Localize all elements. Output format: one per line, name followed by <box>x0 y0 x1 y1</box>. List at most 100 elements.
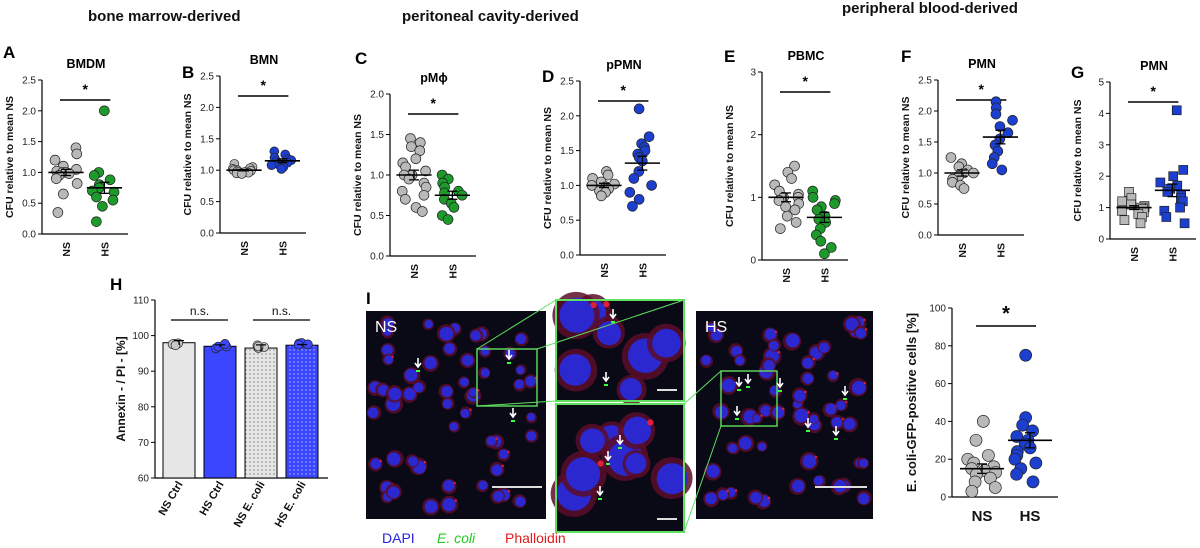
cell-nucleus <box>559 353 592 386</box>
data-point <box>595 190 607 202</box>
arrow-marker <box>596 486 604 497</box>
cell-nucleus <box>408 456 418 467</box>
zoom-connector <box>683 425 722 533</box>
cell-nucleus <box>831 417 843 428</box>
category-label: NS E. coli <box>232 480 268 530</box>
data-point <box>1010 467 1023 481</box>
ecoli-spot <box>606 463 610 465</box>
cell-nucleus <box>424 356 437 370</box>
data-point <box>624 187 636 198</box>
category-label: HS <box>637 263 649 278</box>
y-tick-label: 1.0 <box>560 181 574 192</box>
arrow-marker <box>841 386 849 397</box>
y-tick-label: 0 <box>940 493 946 504</box>
data-point <box>220 339 230 349</box>
y-tick-label: 60 <box>138 474 150 485</box>
cell-nucleus <box>459 377 469 387</box>
y-axis-label: CFU relative to mean NS <box>1072 100 1084 222</box>
data-point <box>1168 171 1179 182</box>
data-point <box>996 164 1008 176</box>
cell-nucleus <box>763 360 775 372</box>
data-point <box>969 433 983 447</box>
data-point <box>602 169 614 181</box>
ecoli-spot <box>507 362 511 364</box>
phalloidin-spot <box>603 301 610 308</box>
phalloidin-spot <box>782 407 785 411</box>
cell-nucleus <box>735 356 745 366</box>
significance-label: * <box>82 81 88 97</box>
cell-nucleus <box>387 486 400 499</box>
phalloidin-spot <box>845 400 848 404</box>
phalloidin-spot <box>767 496 771 500</box>
ecoli-spot <box>416 370 420 372</box>
y-tick-label: 80 <box>138 402 150 413</box>
microscopy-field <box>696 311 873 519</box>
significance-label: * <box>260 77 266 93</box>
data-point <box>775 223 786 234</box>
data-point <box>1016 418 1029 432</box>
category-label: HS <box>277 241 289 256</box>
cell-nucleus <box>859 458 869 468</box>
y-tick-label: 3 <box>750 68 756 79</box>
cell-nucleus <box>461 354 474 367</box>
y-axis-label: E. coli-GFP-positive cells [%] <box>904 313 919 492</box>
cell-nucleus <box>707 323 717 333</box>
ecoli-spot <box>746 386 750 388</box>
cell-nucleus <box>825 403 837 415</box>
data-point <box>633 103 645 115</box>
phalloidin-spot <box>495 437 498 441</box>
microscopy-field <box>366 311 546 519</box>
data-point <box>1007 114 1018 126</box>
scatter-panel-B: 0.0 0.5 1.0 1.5 2.0 2.5 CFU relative to mean N… <box>182 53 306 256</box>
cell-nucleus <box>701 355 712 366</box>
y-axis-label: CFU relative to mean NS <box>724 105 736 227</box>
y-tick-label: 1.5 <box>200 134 214 145</box>
phalloidin-spot <box>590 301 597 309</box>
y-tick-label: 80 <box>935 341 947 352</box>
zoom-frame <box>555 403 685 533</box>
zoom-box <box>476 348 538 407</box>
data-point <box>1162 187 1173 197</box>
arrow-marker <box>604 451 612 462</box>
significance-label: * <box>1002 303 1010 325</box>
cell-nucleus <box>498 449 509 459</box>
category-label: HS <box>1020 508 1041 525</box>
cell-nucleus <box>656 463 688 495</box>
cell-nucleus <box>449 422 459 431</box>
bar <box>203 345 237 479</box>
category-label: NS <box>1129 247 1141 262</box>
arrow-marker <box>602 372 610 383</box>
data-point <box>786 173 797 184</box>
data-point <box>982 449 995 462</box>
y-tick-label: 0.0 <box>370 252 384 263</box>
legend-item: E. coli <box>437 530 476 546</box>
cell-nucleus <box>813 475 824 486</box>
y-tick-label: 5 <box>1098 78 1104 89</box>
cell-nucleus <box>384 355 393 364</box>
bar-panel-H: 60 70 80 90 100 110 Annexin - / PI - [%] NS Ctr… <box>114 296 328 530</box>
significance-label: * <box>1150 83 1156 99</box>
y-tick-label: 2.5 <box>22 76 36 87</box>
phalloidin-spot <box>774 330 778 334</box>
category-label: NS <box>972 508 993 525</box>
cell-nucleus <box>855 328 867 339</box>
y-tick-label: 2 <box>750 130 756 141</box>
data-point <box>50 173 62 184</box>
significance-label: * <box>430 95 436 111</box>
cell-nucleus <box>718 489 729 500</box>
arrow-marker <box>509 408 517 419</box>
comparison-label: n.s. <box>190 304 209 318</box>
bar <box>285 344 319 479</box>
panel-label: C <box>355 49 367 68</box>
y-tick-label: 40 <box>935 417 947 428</box>
cell-nucleus <box>486 436 497 446</box>
data-point <box>49 154 61 166</box>
cell-nucleus <box>731 345 742 357</box>
zoom-connector <box>683 370 722 405</box>
cell-nucleus <box>514 379 524 389</box>
microscopy-hs-label: HS <box>705 319 727 336</box>
panel-title: pMϕ <box>420 71 447 85</box>
cell-nucleus <box>480 368 490 378</box>
phalloidin-spot <box>454 499 458 502</box>
data-point <box>976 415 990 428</box>
